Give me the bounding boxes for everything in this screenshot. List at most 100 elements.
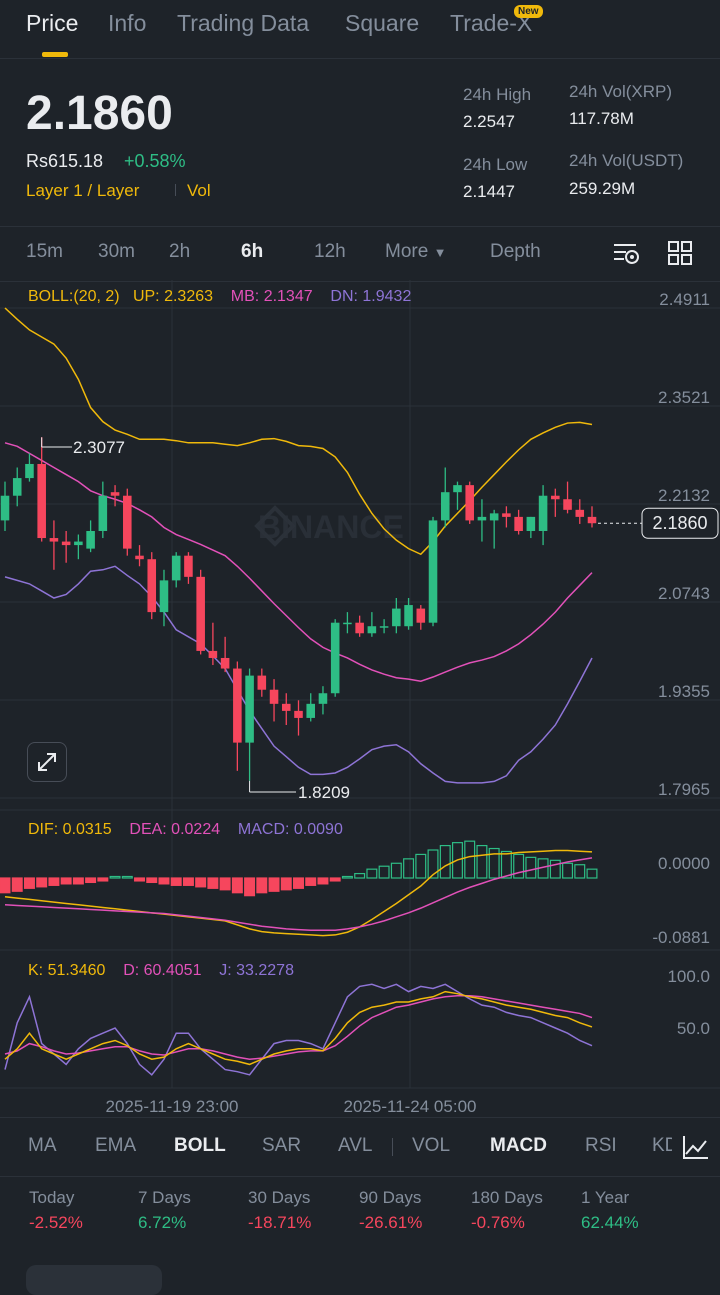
macd-value: MACD: 0.0090 — [237, 821, 343, 838]
candle-body — [502, 513, 511, 517]
candle-body — [367, 626, 377, 634]
candle-body — [306, 703, 316, 718]
macd-bar — [219, 877, 231, 891]
tab-square[interactable]: Square — [345, 10, 420, 36]
new-badge: New — [514, 5, 543, 18]
vol-usdt-value: 259.29M — [569, 179, 636, 198]
indicator-kd[interactable]: KD — [652, 1135, 679, 1156]
indicator-ema[interactable]: EMA — [95, 1135, 137, 1156]
candle-body — [330, 622, 340, 694]
tab-price[interactable]: Price — [26, 10, 79, 36]
fiat-price: Rs615.18 — [26, 151, 104, 171]
price-chart[interactable]: BINANCE 0.0000-0.0881 100.050.0 2.49112.… — [0, 280, 720, 1116]
tab-trading-data[interactable]: Trading Data — [177, 10, 310, 36]
macd-bar — [11, 877, 23, 892]
kdj-j: J: 33.2278 — [219, 962, 294, 979]
tag-divider — [175, 184, 176, 196]
current-price-tag — [641, 507, 719, 539]
perf-value: -18.71% — [248, 1213, 312, 1232]
candle-body — [269, 689, 279, 704]
top-tab-bar: Price Info Trading Data Square Trade-X N… — [0, 0, 720, 59]
indicator-boll[interactable]: BOLL — [174, 1135, 226, 1156]
price-change: +0.58% — [124, 151, 186, 171]
tab-info[interactable]: Info — [108, 10, 147, 36]
candle-body — [318, 693, 328, 704]
indicator-settings-button[interactable] — [672, 1124, 720, 1170]
macd-bar — [109, 875, 121, 879]
indicator-avl[interactable]: AVL — [338, 1135, 373, 1156]
indicator-ma[interactable]: MA — [28, 1135, 57, 1156]
indicator-bar — [0, 1117, 720, 1177]
indicator-rsi[interactable]: RSI — [585, 1135, 617, 1156]
macd-bar — [525, 856, 537, 879]
current-price-label: 2.1860 — [652, 513, 707, 533]
tag-vol[interactable]: Vol — [187, 181, 211, 200]
perf-value: -0.76% — [471, 1213, 525, 1232]
macd-bar — [158, 877, 170, 885]
macd-bar — [85, 877, 97, 884]
boll-mb-line — [4, 442, 593, 683]
candle-body — [294, 710, 303, 718]
boll-dn-line — [4, 565, 593, 784]
indicator-vol[interactable]: VOL — [412, 1135, 451, 1156]
macd-bar — [268, 877, 280, 892]
interval-more-label: More — [385, 241, 429, 262]
chart-grid — [0, 280, 720, 1088]
min-marker-label: 1.8209 — [298, 783, 350, 802]
chart-settings-icon[interactable] — [612, 240, 640, 268]
macd-bar — [488, 847, 500, 879]
y-tick-label: 1.9355 — [658, 682, 710, 701]
macd-bar — [280, 877, 292, 891]
interval-12h[interactable]: 12h — [314, 241, 346, 262]
candle-body — [61, 541, 71, 546]
y-tick-label: 2.2132 — [658, 486, 710, 505]
indicator-sar[interactable]: SAR — [262, 1135, 302, 1156]
macd-bar — [0, 877, 11, 894]
candle-body — [379, 626, 389, 628]
interval-depth[interactable]: Depth — [490, 241, 541, 262]
y-tick-label: 2.3521 — [658, 388, 710, 407]
boll-up: UP: 2.3263 — [132, 288, 214, 305]
macd-bar — [500, 850, 512, 879]
interval-30m[interactable]: 30m — [98, 241, 135, 262]
kdj-legend: K: 51.3460 D: 60.4051 J: 33.2278 — [28, 962, 294, 980]
macd-bar — [476, 844, 488, 879]
macd-bar — [121, 875, 133, 879]
boll-label: BOLL:(20, 2) — [28, 288, 120, 305]
interval-15m[interactable]: 15m — [26, 241, 63, 262]
macd-bar — [60, 877, 72, 885]
candle-body — [110, 492, 120, 496]
candle-body — [159, 580, 169, 613]
indicator-macd[interactable]: MACD — [490, 1135, 547, 1156]
candle-body — [453, 485, 462, 493]
macd-bar — [72, 877, 84, 885]
perf-label: 180 Days — [471, 1188, 543, 1207]
macd-bar — [378, 865, 390, 879]
interval-6h[interactable]: 6h — [241, 241, 264, 262]
macd-bar — [586, 868, 598, 879]
macd-bar — [464, 840, 476, 879]
boll-dn: DN: 1.9432 — [330, 288, 412, 305]
boll-mb: MB: 2.1347 — [230, 288, 313, 305]
interval-more[interactable]: More ▼ — [385, 241, 446, 263]
caret-down-icon: ▼ — [433, 245, 447, 260]
macd-bar — [549, 859, 561, 879]
macd-bar — [439, 844, 451, 879]
macd-bar — [317, 877, 329, 885]
macd-bar — [97, 877, 109, 882]
fullscreen-button[interactable] — [27, 742, 67, 782]
kdj-k: K: 51.3460 — [28, 962, 106, 979]
candle-body — [37, 463, 46, 539]
tag-layer[interactable]: Layer 1 / Layer — [26, 181, 140, 200]
kdj-tick-label: 100.0 — [667, 967, 710, 986]
macd-bar — [305, 877, 317, 886]
indicator-divider — [392, 1138, 393, 1156]
order-book-tab[interactable] — [26, 1265, 162, 1295]
layout-grid-icon[interactable] — [667, 240, 693, 266]
candle-body — [281, 703, 291, 711]
interval-2h[interactable]: 2h — [169, 241, 191, 262]
macd-tick-label: -0.0881 — [652, 928, 710, 947]
vol-xrp-label: 24h Vol(XRP) — [569, 82, 672, 101]
macd-bar — [182, 877, 194, 886]
candle-body — [440, 492, 450, 521]
